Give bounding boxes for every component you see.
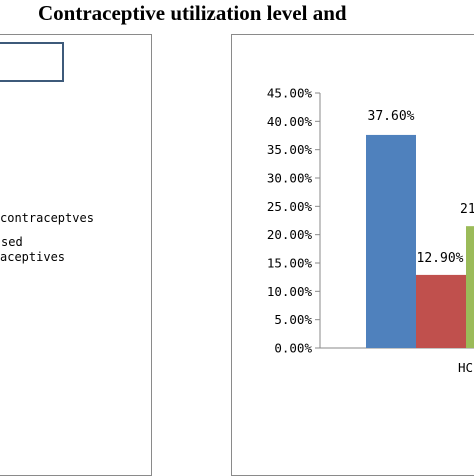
y-tick-label: 25.00% (267, 199, 313, 214)
x-category-label: HC (458, 360, 473, 375)
bar-2 (416, 274, 466, 348)
right-chart-panel (231, 34, 474, 476)
y-tick-label: 10.00% (267, 284, 313, 299)
left-legend-box (0, 42, 64, 82)
bars-group (366, 134, 474, 348)
y-tick-label: 20.00% (267, 227, 313, 242)
y-tick-label: 45.00% (267, 86, 313, 101)
chart-title: Contraceptive utilization level and (38, 1, 347, 25)
x-axis-categories: HC (458, 360, 473, 375)
legend-item-contraceptives-2: aceptives (0, 250, 66, 264)
bar-1 (366, 134, 416, 348)
bar-3 (466, 226, 474, 348)
data-label-1: 37.60% (368, 109, 415, 124)
data-label-3: 21 (460, 202, 474, 217)
y-tick-label: 15.00% (267, 256, 313, 271)
legend-item-contraceptives: contraceptves (0, 211, 94, 225)
y-tick-label: 30.00% (267, 171, 313, 186)
left-chart-panel (0, 34, 152, 476)
y-tick-label: 5.00% (274, 312, 312, 327)
data-label-2: 12.90% (417, 251, 464, 266)
y-tick-label: 35.00% (267, 142, 313, 157)
data-labels-group: 37.60% 12.90% 21 (368, 109, 474, 266)
y-tick-label: 40.00% (267, 114, 313, 129)
y-axis-ticks: 0.00% 5.00% 10.00% 15.00% 20.00% 25.00% 30.00%… (267, 86, 320, 356)
y-tick-label: 0.00% (274, 341, 312, 356)
legend-item-used: sed (1, 235, 23, 249)
